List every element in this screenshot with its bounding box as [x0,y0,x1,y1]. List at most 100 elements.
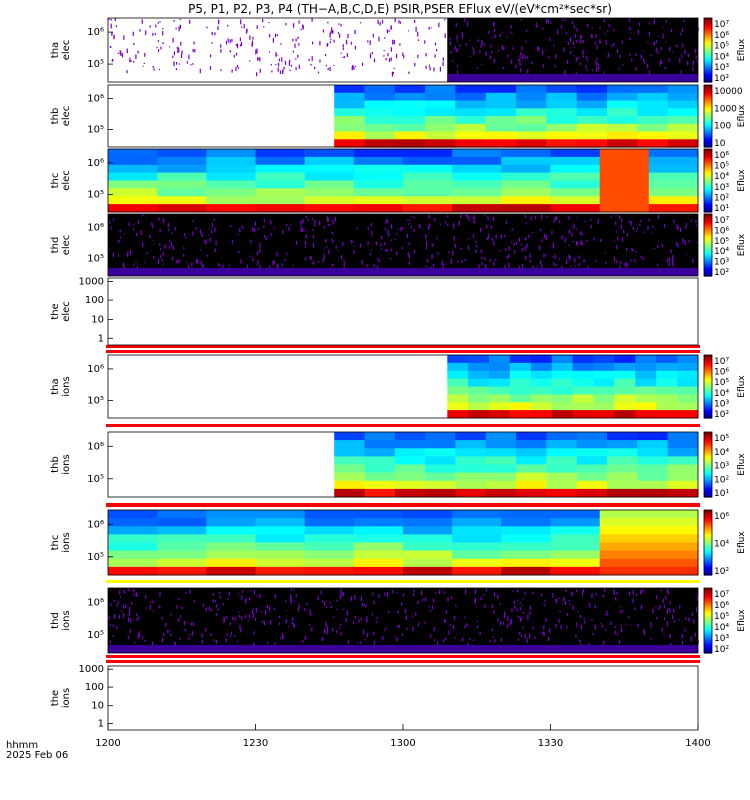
noise-mark [298,607,300,612]
colorbar-frame [703,213,713,277]
noise-mark [424,621,426,624]
noise-mark [396,53,398,59]
noise-mark [506,35,508,38]
heatmap-cell [157,542,207,552]
colorbar-step [704,542,712,546]
noise-mark [240,259,242,264]
noise-mark [476,67,478,69]
heatmap-cell [656,378,678,387]
colorbar-step [704,525,712,528]
noise-mark [218,263,220,267]
y-tick-label: 10⁵ [87,59,104,70]
heatmap-cell [255,542,306,552]
noise-mark [620,624,622,627]
noise-mark [239,44,242,47]
heatmap-cell [550,518,601,527]
noise-mark [199,68,201,74]
noise-mark [664,224,666,228]
noise-mark [532,265,534,270]
noise-mark [434,42,437,46]
noise-mark [466,214,468,219]
noise-mark [673,620,676,623]
noise-mark [240,627,242,633]
noise-mark [464,18,466,22]
noise-mark [660,59,662,64]
colorbar-step [704,245,712,248]
noise-mark [577,56,579,60]
heatmap-cell [452,180,502,189]
noise-mark [261,620,264,623]
noise-mark [123,35,125,38]
heatmap-cell [667,488,699,498]
heatmap-cell [607,92,638,102]
noise-mark [369,53,372,59]
noise-mark [317,71,320,74]
heatmap-cell [607,464,638,474]
colorbar-step [704,60,712,64]
noise-mark [331,238,333,241]
saturation-strip [106,660,700,663]
noise-mark [564,601,566,605]
noise-mark [449,624,451,626]
heatmap-cell [452,164,502,174]
heatmap-cell [255,204,306,213]
noise-mark [290,588,292,591]
noise-mark [681,54,683,58]
heatmap-cell [364,85,396,94]
noise-mark [643,58,645,63]
colorbar-tick-label: 10 [714,139,726,149]
noise-mark [692,61,695,66]
heatmap-cell [501,550,551,560]
noise-mark [127,635,129,639]
colorbar-step [704,197,712,200]
noise-mark [493,28,495,33]
heatmap-cell [485,448,517,457]
noise-mark [580,642,582,645]
noise-mark [665,41,667,43]
heatmap-cell [364,448,396,457]
noise-mark [464,616,466,619]
heatmap-cell [394,123,426,133]
noise-mark [580,625,582,630]
colorbar-tick-label: 10⁶ [714,151,729,161]
noise-mark [125,604,127,609]
noise-mark [422,598,424,602]
noise-mark [407,30,410,32]
noise-mark [643,630,645,636]
noise-mark [311,56,313,61]
noise-mark [499,33,501,37]
heatmap-cell [468,410,490,419]
noise-mark [119,50,121,55]
noise-mark [297,54,299,57]
colorbar-tick-label: 10000 [714,87,743,97]
heatmap-cell [501,196,551,205]
heatmap-cell [546,131,578,140]
noise-mark [332,30,334,34]
noise-mark [481,63,483,66]
noise-mark [527,615,529,617]
noise-mark [671,614,674,620]
colorbar-step [704,629,712,632]
noise-mark [686,223,688,226]
noise-mark [634,261,637,263]
heatmap-cell [485,85,517,94]
colorbar-step [704,594,712,598]
noise-mark [507,54,509,58]
colorbar-step [704,644,712,648]
noise-mark [387,592,389,597]
noise-mark [433,217,435,220]
noise-mark [452,60,454,63]
noise-mark [428,64,431,67]
noise-mark [383,55,385,57]
colorbar-tick-label: 10⁵ [714,612,729,622]
colorbar-step [704,39,712,42]
noise-mark [560,24,563,29]
noise-mark [685,253,687,255]
heatmap-cell [468,355,490,364]
noise-mark [391,223,393,229]
heatmap-cell [455,448,487,457]
noise-mark [215,639,217,644]
